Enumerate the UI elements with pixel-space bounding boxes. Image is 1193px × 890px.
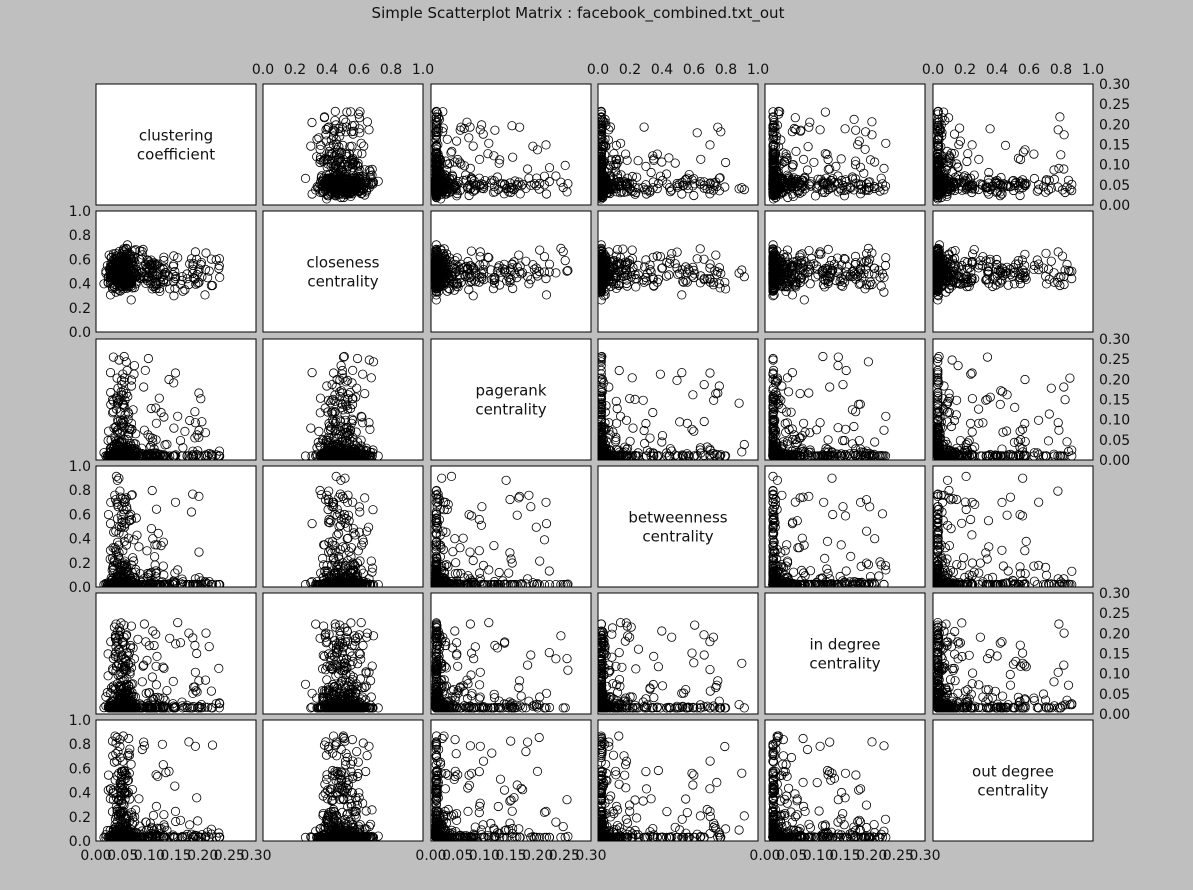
panel-r0-c3: [597, 84, 758, 205]
diagonal-label: centrality: [307, 273, 378, 291]
diagonal-label: closeness: [306, 254, 379, 272]
panel-frame: [263, 211, 423, 332]
panel-r0-c5: [933, 84, 1093, 205]
panel-r1-c5: [933, 211, 1093, 332]
panel-frame: [96, 84, 256, 205]
panel-r1-c4: [765, 211, 925, 332]
panel-r0-c1: [263, 84, 423, 205]
diagonal-label: clustering: [139, 127, 213, 145]
panel-r1-c3: [597, 211, 758, 332]
panel-r1-c2: [431, 211, 591, 332]
diagonal-label: coefficient: [137, 146, 215, 164]
panel-r0-c2: [431, 84, 591, 205]
panel-r1-c0: [96, 211, 256, 332]
panel-r0-c4: [765, 84, 925, 205]
